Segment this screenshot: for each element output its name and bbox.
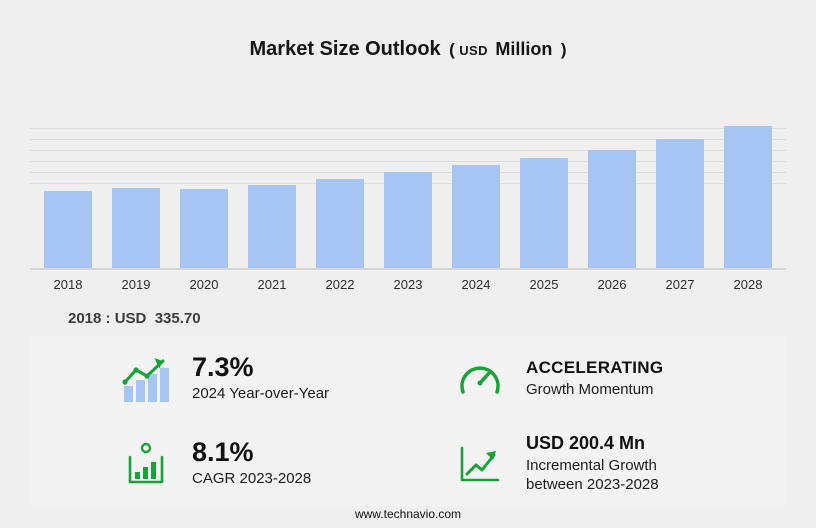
stat-cagr: 8.1% CAGR 2023-2028 [30, 436, 408, 489]
x-axis-label-2018: 2018 [53, 277, 83, 292]
x-axis-label-2027: 2027 [665, 277, 695, 292]
stat-text: ACCELERATING Growth Momentum [526, 358, 663, 400]
growth-line-icon [452, 443, 508, 485]
x-axis-labels: 2018 2019 2020 2021 2022 2023 2024 2025 2026 2027… [44, 277, 772, 292]
paren-open: ( [449, 40, 455, 59]
bars-row [44, 126, 772, 268]
gridline [30, 150, 786, 151]
bar-2020 [180, 189, 228, 268]
baseline-value-note: 2018 : USD 335.70 [68, 310, 201, 327]
stat-label: 2024 Year-over-Year [192, 385, 330, 403]
stat-value: USD 200.4 Mn [526, 432, 646, 453]
bar-2021 [248, 185, 296, 268]
website-url: www.technavio.com [354, 507, 462, 521]
unit-currency: USD [459, 43, 488, 58]
stat-label: Growth Momentum [526, 380, 654, 398]
bar-2024 [452, 165, 500, 268]
stat-value: ACCELERATING [526, 357, 664, 377]
unit-scale: Million [495, 39, 553, 59]
bar-2025 [520, 158, 568, 268]
chart-title-main: Market Size Outlook [249, 38, 441, 60]
bar-2018 [44, 191, 92, 268]
x-axis-label-2019: 2019 [121, 277, 151, 292]
x-axis-label-2022: 2022 [325, 277, 355, 292]
x-axis-label-2024: 2024 [461, 277, 491, 292]
x-axis-label-2021: 2021 [257, 277, 287, 292]
x-axis-label-2025: 2025 [529, 277, 559, 292]
bar-2028 [724, 126, 772, 268]
paren-close: ) [560, 40, 567, 59]
x-axis-label-2028: 2028 [733, 277, 763, 292]
x-axis-label-2023: 2023 [393, 277, 423, 292]
gridline [30, 128, 786, 129]
stats-panel: 7.3% 2024 Year-over-Year ACCELERATING Gr… [30, 336, 786, 506]
chart-title: Market Size Outlook ( USD Million ) [0, 0, 816, 61]
cagr-bars-icon [118, 441, 174, 487]
bar-trend-icon [118, 356, 174, 402]
stat-growth-momentum: ACCELERATING Growth Momentum [408, 358, 786, 400]
bar-2023 [384, 172, 432, 268]
speedometer-icon [452, 359, 508, 399]
bar-2019 [112, 188, 160, 268]
stat-value: 7.3% [192, 351, 254, 382]
x-axis-label-2026: 2026 [597, 277, 627, 292]
gridline [30, 139, 786, 140]
stat-text: USD 200.4 Mn Incremental Growth between … [526, 433, 694, 495]
bar-chart: 2018 2019 2020 2021 2022 2023 2024 2025 2026 2027… [30, 126, 786, 292]
stat-label: Incremental Growth between 2023-2028 [526, 456, 659, 493]
plot-area [30, 126, 786, 270]
stat-yoy-growth: 7.3% 2024 Year-over-Year [30, 351, 408, 404]
stat-value: 8.1% [192, 436, 254, 467]
bar-2026 [588, 150, 636, 268]
stat-label: CAGR 2023-2028 [192, 470, 312, 488]
gridline [30, 161, 786, 162]
x-axis-label-2020: 2020 [189, 277, 219, 292]
stat-incremental-growth: USD 200.4 Mn Incremental Growth between … [408, 433, 786, 495]
bar-2027 [656, 139, 704, 268]
bar-2022 [316, 179, 364, 268]
stat-text: 7.3% 2024 Year-over-Year [192, 351, 330, 404]
stat-text: 8.1% CAGR 2023-2028 [192, 436, 312, 489]
